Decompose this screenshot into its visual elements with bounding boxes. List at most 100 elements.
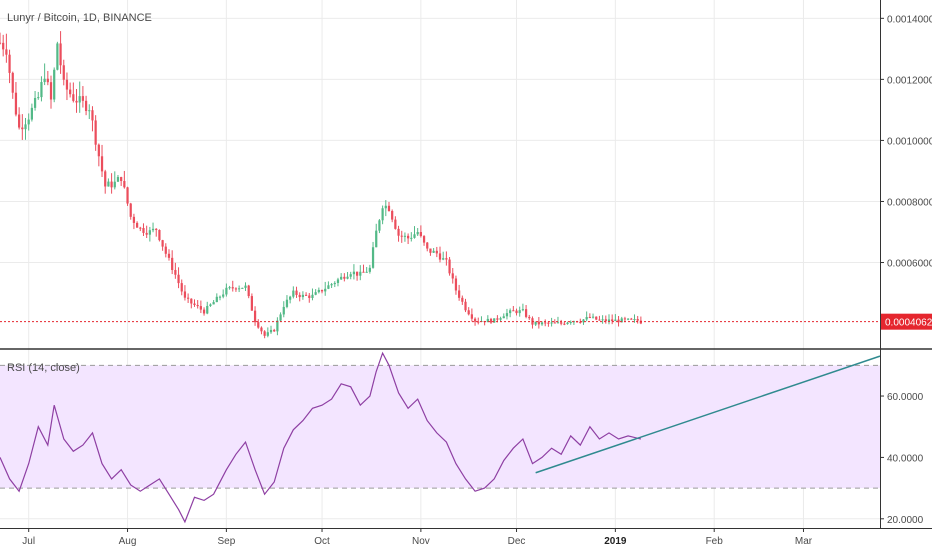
candle-body [512,310,515,312]
candle-body [88,110,91,112]
chart-title: Lunyr / Bitcoin, 1D, BINANCE [7,12,152,24]
candle-body [340,276,343,280]
candle-body [177,274,180,284]
candle-body [419,232,422,237]
candle-body [84,100,88,111]
candle-body [528,316,531,319]
candle-body [65,79,69,90]
candle-body [56,43,59,70]
candle-body [416,232,419,235]
rsi-trendline[interactable] [535,355,881,474]
candle-body [352,271,356,275]
candle-body [540,322,544,325]
candle-body [534,321,537,325]
candle-body [193,303,196,305]
candle-body [442,258,445,260]
candle-body [435,250,438,254]
candle-body [78,96,81,103]
candle-body [378,220,381,231]
candle-body [623,318,627,320]
time-tick-label: Sep [217,536,235,547]
candle-body [391,211,394,220]
candle-body [43,78,46,83]
candle-body [515,310,518,314]
candle-body [566,322,569,325]
rsi-tick-label: 60.0000 [887,392,924,403]
candle-body [167,253,171,258]
candle-body [222,294,225,297]
candle-body [518,310,521,314]
time-tick-label: Mar [795,536,813,547]
candle-body [620,318,623,323]
candle-body [569,321,572,323]
candle-body [477,321,480,323]
candle-body [397,228,400,236]
candle-body [241,287,244,289]
candle-body [30,107,33,120]
candle-body [505,313,509,317]
candle-body [317,289,320,293]
candle-body [422,236,426,243]
current-price-label-bg [881,313,932,330]
candle-body [429,248,432,253]
candle-body [8,54,11,73]
candle-body [250,296,253,311]
candle-body [359,271,362,276]
candle-body [292,290,295,297]
candle-body [180,283,183,292]
candle-body [196,304,199,307]
candle-body [282,306,285,315]
price-axis[interactable]: 0.0014000 0.0012000 0.0010000 0.0008000 0.00… [880,14,932,270]
candle-body [384,205,387,209]
candle-body [486,318,489,323]
candle-body [355,271,359,276]
candle-body [579,321,582,323]
candle-body [426,242,429,249]
candle-body [464,301,467,311]
candle-body [407,235,410,239]
candle-body [493,318,496,323]
time-tick-label: Feb [706,536,724,547]
candle-body [142,228,145,233]
price-tick-label: 0.0008000 [887,197,932,208]
candle-body [432,250,435,253]
candle-body [410,237,413,239]
candle-body [327,285,330,289]
candle-body [183,291,187,298]
candle-body [215,296,218,303]
candle-body [375,230,378,248]
time-axis[interactable]: Jul Aug Sep Oct Nov Dec 2019 Feb Mar [22,528,813,547]
candle-body [164,246,167,254]
candle-body [53,69,56,100]
candle-body [451,273,454,279]
candle-body [279,314,282,321]
candle-body [206,305,209,314]
candle-body [295,290,298,295]
candle-body [126,187,129,204]
candle-body [49,82,53,100]
candle-body [591,316,595,318]
candle-body [349,274,352,277]
candle-body [285,299,289,307]
candle-body [72,94,75,101]
candle-body [301,294,305,298]
candle-body [595,316,598,320]
candle-body [190,298,193,304]
candle-body [257,322,260,328]
candle-body [454,278,458,291]
candle-body [260,327,263,332]
candle-body [470,314,473,319]
candle-body [585,316,588,320]
rsi-label: RSI (14, close) [7,362,80,374]
candle-body [62,65,65,80]
candle-body [202,309,206,314]
rsi-axis[interactable]: 60.0000 40.0000 20.0000 [880,392,924,526]
candle-body [266,332,269,336]
candle-body [308,295,311,298]
candle-body [75,100,78,103]
candle-body [234,288,238,290]
candle-body [276,320,279,332]
candle-body [253,310,257,323]
price-tick-label: 0.0010000 [887,136,932,147]
